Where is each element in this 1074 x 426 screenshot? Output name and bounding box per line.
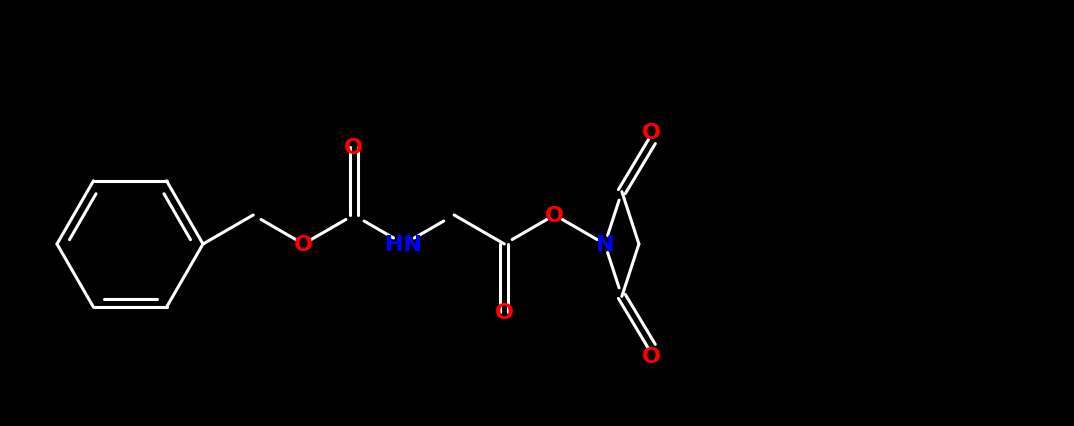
Text: O: O (294, 234, 313, 254)
Text: N: N (596, 234, 614, 254)
Text: O: O (642, 347, 662, 366)
Text: O: O (495, 302, 513, 322)
Text: HN: HN (386, 234, 422, 254)
Text: O: O (546, 205, 564, 225)
Text: O: O (344, 138, 363, 158)
Text: O: O (642, 122, 662, 142)
